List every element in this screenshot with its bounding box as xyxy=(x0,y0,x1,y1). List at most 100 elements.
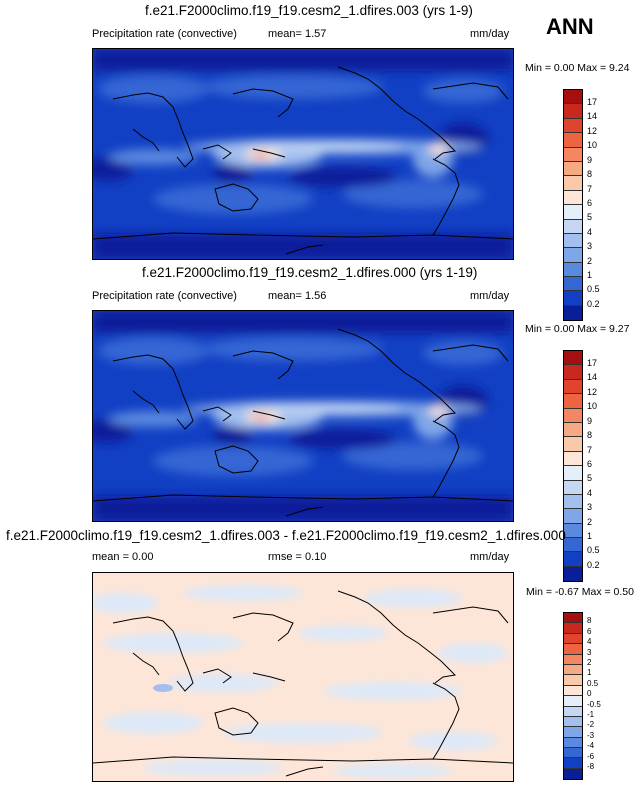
panel-3-colorbar-box xyxy=(564,654,582,665)
panel-2-mean: mean= 1.56 xyxy=(268,290,327,302)
panel-1-mean: mean= 1.57 xyxy=(268,28,327,40)
panel-1-colorbar-label: 4 xyxy=(587,227,593,237)
panel-1-colorbar-box xyxy=(564,104,582,119)
panel-2-colorbar-box xyxy=(564,394,582,409)
panel-2-colorbar-label: 9 xyxy=(587,416,593,426)
panel-1-map xyxy=(92,48,514,260)
panel-3-colorbar-label: 3 xyxy=(587,647,592,657)
panel-3-colorbar-label: 1 xyxy=(587,668,592,678)
panel-1-colorbar-box xyxy=(564,176,582,191)
panel-3-colorbar-box xyxy=(564,706,582,717)
panel-3-mean: mean = 0.00 xyxy=(92,551,154,563)
panel-2-colorbar-label: 7 xyxy=(587,445,593,455)
season-label: ANN xyxy=(546,14,594,39)
panel-1-colorbar-box xyxy=(564,305,582,321)
panel-2-variable: Precipitation rate (convective) xyxy=(92,290,237,302)
panel-3-colorbar-box xyxy=(564,664,582,676)
panel-3-colorbar-label: 6 xyxy=(587,626,592,636)
panel-2-colorbar-box xyxy=(564,466,582,481)
panel-3-colorbar-label: -6 xyxy=(587,751,595,761)
panel-3-colorbar-label: 8 xyxy=(587,616,592,626)
panel-3-colorbar-label: 4 xyxy=(587,637,592,647)
panel-2-min-max: Min = 0.00 Max = 9.27 xyxy=(525,323,630,335)
panel-3-min-max: Min = -0.67 Max = 0.50 xyxy=(526,586,634,598)
panel-1-colorbar-box xyxy=(564,190,582,206)
panel-2-colorbar-label: 17 xyxy=(587,358,598,368)
panel-3-map xyxy=(92,572,514,782)
panel-1-colorbar-label: 1 xyxy=(587,270,593,280)
panel-3-rmse: rmse = 0.10 xyxy=(268,551,327,563)
panel-1-colorbar-label: 6 xyxy=(587,198,593,208)
panel-2-colorbar-box xyxy=(564,408,582,423)
panel-2-colorbar-box xyxy=(564,437,582,452)
panel-1-colorbar-box xyxy=(564,262,582,278)
panel-2-colorbar-label: 6 xyxy=(587,459,593,469)
panel-2-colorbar-label: 10 xyxy=(587,401,598,411)
panel-2-colorbar-label: 4 xyxy=(587,488,593,498)
panel-2-colorbar-box xyxy=(564,552,582,567)
panel-2-colorbar-box xyxy=(564,494,582,510)
panel-3-colorbar-box xyxy=(564,644,582,655)
panel-2-colorbar-label: 8 xyxy=(587,430,593,440)
panel-2-colorbar-box xyxy=(564,523,582,539)
panel-3-colorbar-box xyxy=(564,727,582,738)
panel-1-colorbar-box xyxy=(564,205,582,220)
panel-2-colorbar-label: 5 xyxy=(587,473,593,483)
panel-3-colorbar-label: 2 xyxy=(587,658,592,667)
panel-3-colorbar-box xyxy=(564,748,582,759)
panel-1-colorbar-label: 10 xyxy=(587,140,598,150)
panel-1-min-max: Min = 0.00 Max = 9.24 xyxy=(525,62,630,74)
panel-1-colorbar-label: 17 xyxy=(587,97,598,107)
panel-3-colorbar-box xyxy=(564,685,582,697)
panel-3-colorbar-label: -8 xyxy=(587,762,595,771)
panel-1-colorbar-label: 5 xyxy=(587,212,593,222)
panel-1-colorbar-label: 12 xyxy=(587,126,598,136)
panel-1-colorbar-label: 2 xyxy=(587,256,593,266)
panel-1-colorbar-box xyxy=(564,147,582,162)
panel-3-colorbar-label: -1 xyxy=(587,710,595,719)
panel-2-colorbar-label: 1 xyxy=(587,531,593,541)
panel-1-colorbar-box xyxy=(564,133,582,148)
panel-3-colorbar xyxy=(563,612,583,781)
panel-2-colorbar-label: 0.5 xyxy=(587,545,600,555)
panel-2-units: mm/day xyxy=(470,290,510,302)
panel-3-title: f.e21.F2000climo.f19_f19.cesm2_1.dfires.… xyxy=(6,528,566,543)
panel-1-units: mm/day xyxy=(470,28,510,40)
panel-1-colorbar-box xyxy=(564,219,582,234)
panel-1-colorbar-label: 8 xyxy=(587,169,593,179)
panel-3-colorbar-label: 0.5 xyxy=(587,678,599,688)
panel-1-colorbar-box xyxy=(564,90,582,105)
panel-2-colorbar-label: 12 xyxy=(587,387,598,397)
panel-1-colorbar-label: 3 xyxy=(587,241,593,251)
panel-3-colorbar-label: -3 xyxy=(587,730,595,740)
panel-2-colorbar-label: 14 xyxy=(587,372,598,382)
panel-3-colorbar-box xyxy=(564,696,582,707)
panel-2-colorbar-box xyxy=(564,379,582,395)
panel-2-colorbar-box xyxy=(564,509,582,524)
panel-3-colorbar-box xyxy=(564,623,582,634)
panel-3-colorbar-label: -2 xyxy=(587,720,595,730)
panel-1-colorbar-box xyxy=(564,161,582,177)
panel-3-colorbar-label: 0 xyxy=(587,689,592,699)
panel-2-colorbar-box xyxy=(564,422,582,438)
panel-3-colorbar-box xyxy=(564,716,582,728)
panel-2-colorbar-box xyxy=(564,480,582,495)
panel-1-colorbar-box xyxy=(564,291,582,306)
panel-1-title: f.e21.F2000climo.f19_f19.cesm2_1.dfires.… xyxy=(145,3,473,18)
panel-2-colorbar-box xyxy=(564,351,582,366)
panel-1-variable: Precipitation rate (convective) xyxy=(92,28,237,40)
panel-1-colorbar-label: 9 xyxy=(587,155,593,165)
panel-2-colorbar-box xyxy=(564,566,582,582)
panel-1-colorbar-box xyxy=(564,277,582,292)
panel-3-colorbar-box xyxy=(564,613,582,624)
panel-1-colorbar-box xyxy=(564,118,582,134)
panel-3-colorbar-box xyxy=(564,768,582,780)
panel-2-title: f.e21.F2000climo.f19_f19.cesm2_1.dfires.… xyxy=(142,265,478,280)
panel-2-colorbar-label: 0.2 xyxy=(587,560,600,570)
panel-1-colorbar-label: 14 xyxy=(587,111,598,121)
panel-3-colorbar-box xyxy=(564,758,582,769)
panel-1-colorbar xyxy=(563,89,583,322)
panel-3-units: mm/day xyxy=(470,551,510,563)
panel-2-map xyxy=(92,310,514,522)
panel-2-colorbar-box xyxy=(564,538,582,553)
